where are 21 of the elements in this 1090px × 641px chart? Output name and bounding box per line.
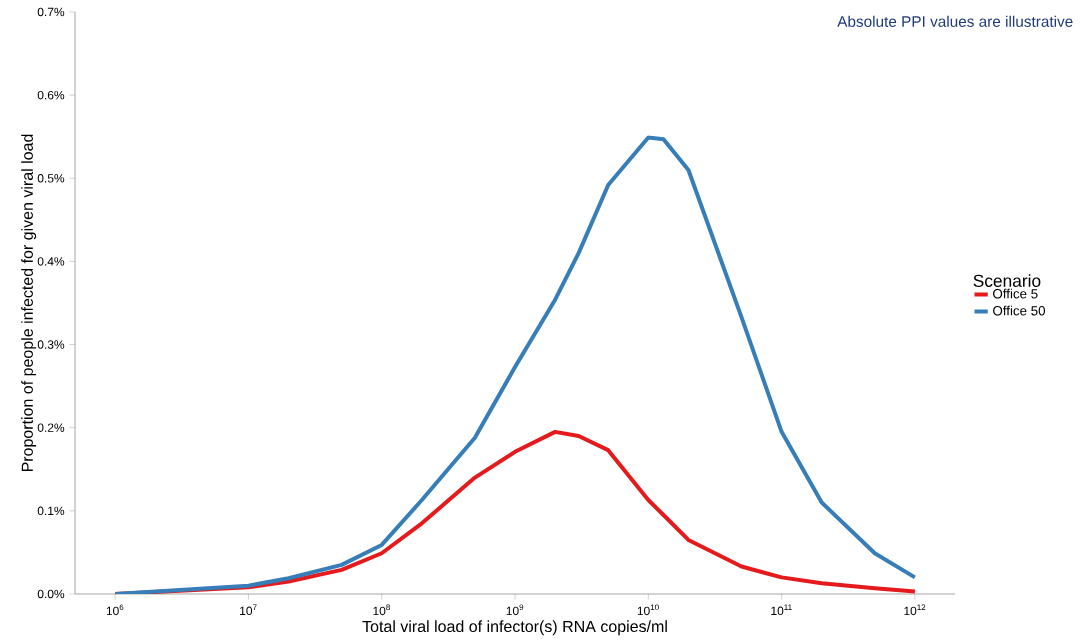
legend-title: Scenario bbox=[973, 274, 1041, 287]
x-tick-label: 10$^{9}$ bbox=[506, 604, 524, 616]
y-tick-label: 0.0% bbox=[37, 589, 65, 599]
x-axis-title: Total viral load of infector(s) RNA copies/ml bbox=[362, 620, 667, 636]
legend-label: Office 50 bbox=[993, 305, 1046, 316]
x-tick-label: 10$^{12}$ bbox=[904, 604, 926, 616]
annotation: Absolute PPI values are illustrative bbox=[837, 15, 1073, 27]
legend-label: Office 5 bbox=[993, 288, 1038, 299]
y-tick-label: 0.3% bbox=[37, 340, 65, 349]
y-tick-label: 0.1% bbox=[37, 506, 65, 516]
y-tick-label: 0.6% bbox=[37, 90, 65, 100]
x-tick-label: 10$^{6}$ bbox=[106, 604, 124, 616]
y-tick-label: 0.2% bbox=[37, 423, 65, 432]
y-axis-title: Proportion of people infected for given viral load bbox=[21, 134, 37, 472]
x-tick-label: 10$^{8}$ bbox=[373, 604, 390, 616]
x-tick-label: 10$^{11}$ bbox=[771, 604, 792, 616]
x-tick-label: 10$^{10}$ bbox=[637, 604, 659, 616]
y-tick-label: 0.5% bbox=[37, 174, 65, 183]
y-tick-label: 0.4% bbox=[37, 257, 65, 266]
y-tick-label: 0.7% bbox=[37, 7, 65, 17]
x-tick-label: 10$^{7}$ bbox=[240, 604, 257, 616]
